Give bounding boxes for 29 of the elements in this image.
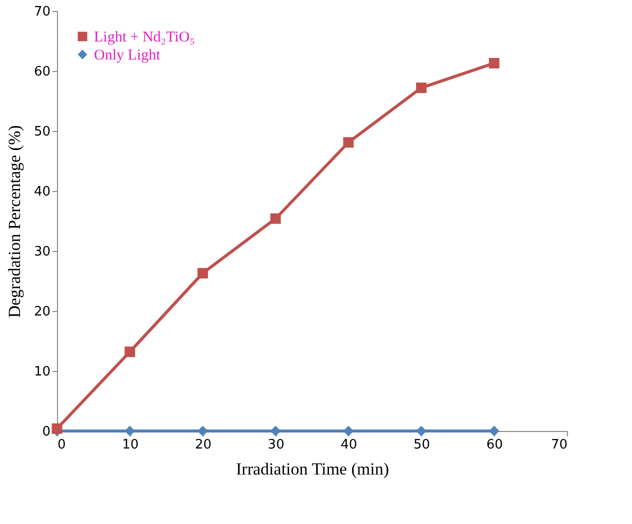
x-tick-label: 70 bbox=[550, 438, 568, 452]
y-tick-label: 0 bbox=[42, 424, 50, 440]
y-axis-title: Degradation Percentage (%) bbox=[4, 125, 24, 318]
point bbox=[343, 137, 354, 148]
y-tick-label: 40 bbox=[34, 184, 50, 200]
y-tick-label: 60 bbox=[34, 64, 50, 80]
x-tick-label: 40 bbox=[340, 438, 358, 452]
point bbox=[416, 82, 427, 94]
y-tick-label: 20 bbox=[34, 304, 50, 320]
point bbox=[197, 268, 208, 278]
y-tick-label: 70 bbox=[34, 4, 50, 20]
point bbox=[270, 213, 281, 224]
x-tick-label: 30 bbox=[268, 438, 284, 452]
y-tick-label: 10 bbox=[34, 364, 50, 380]
point bbox=[124, 346, 136, 358]
y-tick-label: 50 bbox=[34, 124, 50, 140]
x-tick-label: 20 bbox=[194, 438, 212, 452]
x-tick-label: 60 bbox=[486, 438, 503, 452]
x-tick-label: 0 bbox=[58, 438, 66, 452]
point bbox=[52, 423, 62, 434]
x-tick-label: 10 bbox=[122, 438, 139, 452]
x-axis-title: Irradiation Time (min) bbox=[236, 460, 389, 478]
point bbox=[488, 58, 500, 68]
legend-label: Light + Nd₂TiO₅ bbox=[94, 30, 195, 46]
point bbox=[343, 426, 354, 436]
x-tick-label: 50 bbox=[414, 438, 430, 452]
y-tick-label: 30 bbox=[34, 244, 50, 260]
legend-label: Only Light bbox=[94, 48, 162, 64]
point bbox=[270, 426, 281, 436]
